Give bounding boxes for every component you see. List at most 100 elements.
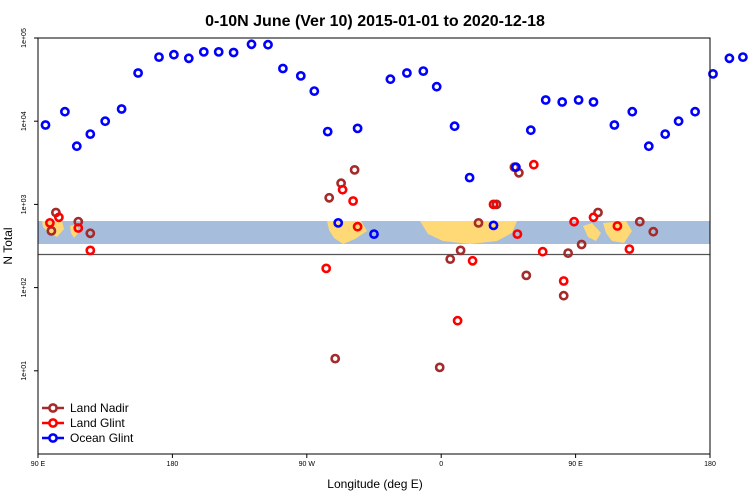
ocean-glint-point: [643, 141, 654, 152]
ocean-glint-point: [525, 125, 536, 136]
land-glint-point: [85, 245, 96, 256]
land-nadir-point: [85, 228, 96, 239]
ocean-glint-point: [609, 120, 620, 130]
land-glint-point: [321, 263, 332, 274]
ocean-glint-point: [385, 74, 396, 85]
legend-label-land-nadir: Land Nadir: [70, 401, 129, 415]
legend-label-ocean-glint: Ocean Glint: [70, 431, 134, 445]
x-axis: 90 E 180 90 W 0 90 E 180: [31, 454, 716, 468]
map-land-borneo-east: [603, 221, 632, 243]
land-nadir-point: [445, 254, 456, 264]
ocean-glint-point: [449, 121, 460, 132]
land-glint-point: [337, 184, 348, 195]
land-glint-point: [624, 244, 635, 254]
land-glint-point: [488, 199, 499, 210]
ocean-glint-point: [540, 95, 551, 105]
ocean-glint-point: [573, 95, 584, 105]
world-map-band: [38, 221, 710, 244]
ocean-glint-point: [295, 71, 306, 81]
x-tick-label: 180: [704, 461, 716, 468]
legend-label-land-glint: Land Glint: [70, 416, 125, 430]
x-tick-label: 0: [439, 461, 443, 468]
y-tick-label: 1e+02: [21, 278, 28, 298]
land-glint-point: [588, 212, 599, 223]
land-glint-point: [352, 221, 363, 232]
y-axis-label: N Total: [1, 227, 15, 264]
land-nadir-point: [634, 216, 645, 227]
ocean-glint-point: [60, 106, 70, 117]
land-nadir-point: [648, 226, 659, 237]
ocean-glint-point: [352, 123, 363, 134]
land-nadir-point: [349, 164, 360, 175]
ocean-glint-point: [183, 53, 194, 64]
x-tick-label: 90 W: [299, 461, 316, 468]
map-land-africa: [420, 221, 517, 244]
y-tick-label: 1e+01: [21, 361, 28, 381]
land-glint-point: [558, 276, 569, 286]
x-tick-label: 180: [167, 461, 179, 468]
y-tick-label: 1e+05: [21, 28, 28, 48]
ocean-glint-point: [228, 47, 239, 58]
legend-swatch-marker-land-glint: [48, 418, 58, 428]
ocean-glint-point: [333, 217, 344, 228]
y-tick-label: 1e+04: [21, 111, 28, 131]
legend-swatch-marker-land-nadir: [48, 403, 58, 413]
land-nadir-point: [576, 239, 587, 250]
ocean-glint-point: [673, 116, 684, 127]
land-nadir-point: [558, 290, 569, 301]
land-glint-point: [54, 212, 64, 223]
ocean-glint-point: [369, 229, 379, 239]
land-nadir-point: [521, 270, 532, 281]
ocean-glint-point: [246, 39, 257, 50]
x-axis-label: Longitude (deg E): [327, 477, 422, 491]
ocean-glint-point: [213, 47, 224, 57]
ocean-glint-point: [627, 106, 638, 117]
land-glint-point: [569, 216, 579, 227]
ocean-glint-point: [738, 52, 748, 62]
ocean-glint-point: [100, 116, 111, 127]
land-glint-point: [348, 196, 358, 206]
ocean-glint-point: [263, 39, 273, 50]
land-glint-point: [73, 223, 84, 233]
ocean-glint-point: [660, 129, 671, 139]
ocean-glint-point: [401, 68, 412, 78]
land-glint-point: [512, 229, 523, 239]
ocean-glint-point: [277, 63, 288, 74]
legend-swatch-marker-ocean-glint: [48, 433, 58, 443]
ocean-glint-point: [488, 220, 499, 231]
land-glint-point: [452, 315, 463, 326]
ocean-glint-point: [168, 49, 179, 60]
land-nadir-point: [473, 217, 484, 228]
plot-frame: [37, 37, 711, 455]
ocean-glint-point: [431, 81, 442, 92]
ocean-glint-point: [133, 68, 143, 78]
x-tick-label: 90 E: [568, 461, 583, 468]
ocean-glint-point: [154, 52, 164, 62]
y-tick-label: 1e+03: [21, 194, 28, 214]
map-land-sumatra-malay: [583, 223, 601, 241]
ocean-glint-point: [724, 53, 735, 64]
ocean-glint-point: [40, 120, 51, 130]
data-points: [40, 39, 748, 373]
ocean-glint-point: [464, 172, 475, 183]
land-nadir-point: [563, 248, 573, 258]
land-glint-point: [612, 221, 623, 231]
ocean-glint-point: [588, 97, 599, 107]
land-glint-point: [467, 255, 478, 266]
ocean-glint-point: [690, 106, 700, 117]
ocean-glint-point: [557, 97, 568, 107]
ocean-glint-point: [322, 126, 333, 137]
ocean-glint-point: [85, 129, 96, 139]
ocean-glint-point: [309, 86, 320, 96]
chart-title: 0-10N June (Ver 10) 2015-01-01 to 2020-1…: [205, 13, 545, 30]
land-glint-point: [45, 217, 55, 228]
map-ocean-strip: [38, 221, 710, 244]
ocean-glint-point: [418, 66, 429, 76]
land-glint-point: [528, 159, 539, 170]
land-nadir-point: [330, 353, 341, 364]
land-nadir-point: [434, 362, 445, 373]
ocean-glint-point: [198, 47, 209, 57]
x-tick-label: 90 E: [31, 461, 46, 468]
land-nadir-point: [455, 245, 466, 256]
